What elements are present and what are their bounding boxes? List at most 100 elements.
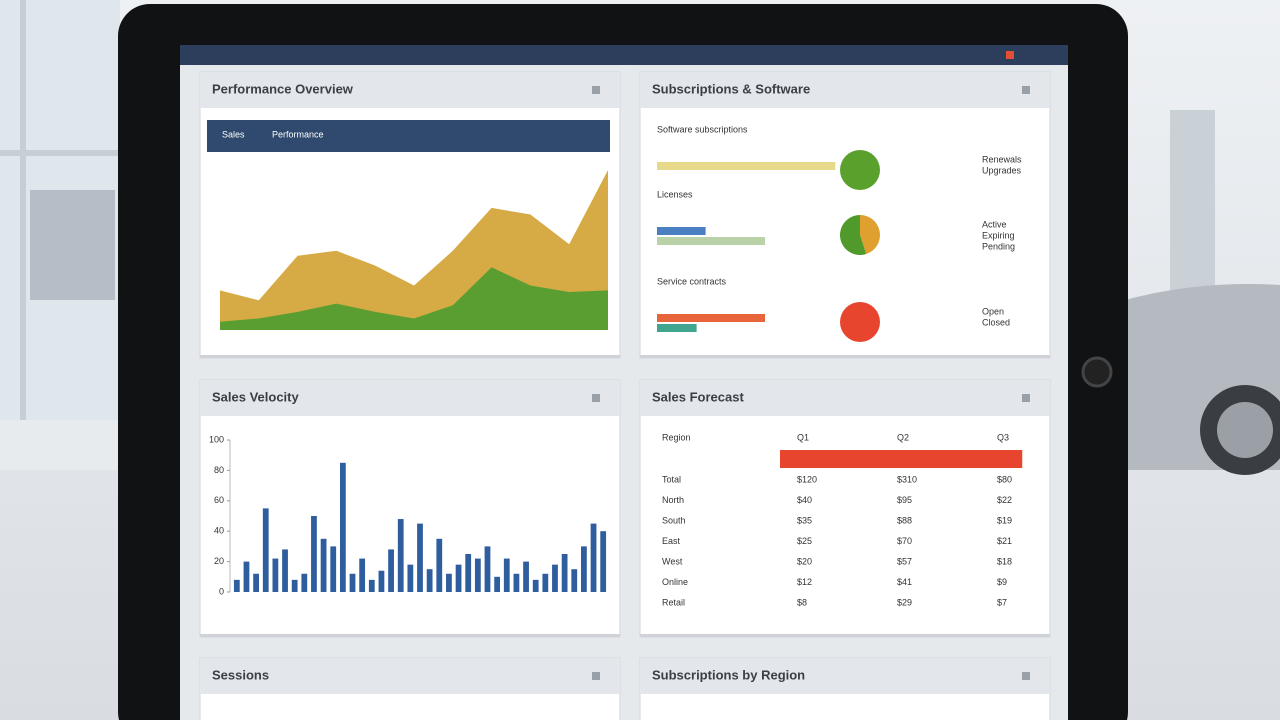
row-bar xyxy=(657,324,697,332)
bar xyxy=(311,516,317,592)
table-cell: $95 xyxy=(897,495,912,505)
row-bar xyxy=(657,162,836,170)
panel-header xyxy=(640,380,1050,416)
bar xyxy=(359,558,366,592)
bar xyxy=(494,576,501,592)
table-cell: $21 xyxy=(997,536,1012,546)
table-cell: $19 xyxy=(997,515,1012,525)
panel-shadow xyxy=(640,634,1050,637)
bar xyxy=(368,579,375,592)
bar xyxy=(571,569,578,592)
pie-slice xyxy=(840,150,880,190)
table-cell: North xyxy=(662,495,684,505)
row-label: Service contracts xyxy=(657,276,727,286)
bar xyxy=(532,579,539,592)
top-bar xyxy=(180,45,1068,65)
table-header: Q2 xyxy=(897,432,909,442)
panel-menu[interactable] xyxy=(592,672,600,680)
bar xyxy=(291,579,298,592)
bar xyxy=(330,546,337,592)
panel-header xyxy=(200,72,620,108)
y-tick-label: 80 xyxy=(214,465,224,475)
bar xyxy=(523,561,529,592)
row-label: Software subscriptions xyxy=(657,124,748,134)
bar xyxy=(513,573,520,592)
y-tick-label: 60 xyxy=(214,495,224,505)
row-note: Upgrades xyxy=(982,165,1022,175)
car xyxy=(1125,110,1280,475)
panel-title: Subscriptions & Software xyxy=(652,81,810,96)
table-cell: $40 xyxy=(797,495,812,505)
bar xyxy=(397,519,404,592)
table-cell: $20 xyxy=(797,556,812,566)
row-bar xyxy=(657,227,706,235)
table-cell: $120 xyxy=(797,474,817,484)
bar xyxy=(503,558,510,592)
table-cell: $88 xyxy=(897,515,912,525)
panel-menu[interactable] xyxy=(1022,86,1030,94)
panel-menu[interactable] xyxy=(1022,394,1030,402)
bar xyxy=(446,573,452,592)
bar xyxy=(561,554,568,592)
pie-slice xyxy=(840,302,880,342)
bar xyxy=(253,573,259,592)
table-cell: $80 xyxy=(997,474,1012,484)
bar xyxy=(272,558,279,592)
row-note: Expiring xyxy=(982,230,1015,240)
bar xyxy=(542,573,549,592)
area xyxy=(220,267,608,330)
table-cell: Online xyxy=(662,577,688,587)
panel-title: Sales Forecast xyxy=(652,389,744,404)
panel xyxy=(199,379,621,638)
bar xyxy=(590,523,597,592)
panel xyxy=(639,379,1051,638)
table-cell: $70 xyxy=(897,536,912,546)
table-cell: $310 xyxy=(897,474,917,484)
bar xyxy=(233,579,240,592)
panel-menu[interactable] xyxy=(1022,672,1030,680)
table-cell: West xyxy=(662,556,683,566)
table-cell: Retail xyxy=(662,597,685,607)
bar xyxy=(301,573,308,592)
panel-header xyxy=(640,658,1050,694)
bar xyxy=(407,564,414,592)
panel-header xyxy=(200,380,620,416)
table-cell: $9 xyxy=(997,577,1007,587)
panel-shadow xyxy=(200,355,620,358)
bar xyxy=(465,554,472,592)
bar xyxy=(552,564,558,592)
table-cell: $12 xyxy=(797,577,812,587)
panel-title: Sessions xyxy=(212,667,269,682)
row-note: Renewals xyxy=(982,154,1022,164)
table-header: Q1 xyxy=(797,432,809,442)
y-tick-label: 40 xyxy=(214,526,224,536)
table-cell: $7 xyxy=(997,597,1007,607)
y-tick-label: 100 xyxy=(209,434,224,444)
panel-menu[interactable] xyxy=(592,394,600,402)
table-cell: East xyxy=(662,536,681,546)
table-cell: $41 xyxy=(897,577,912,587)
table-header: Region xyxy=(662,432,691,442)
status-icon xyxy=(1006,51,1014,59)
bar xyxy=(581,546,587,592)
bar xyxy=(339,462,346,592)
panel-header xyxy=(200,658,620,694)
table-cell: $22 xyxy=(997,495,1012,505)
row-bar xyxy=(657,237,765,245)
bar xyxy=(417,523,423,592)
row-note: Open xyxy=(982,306,1004,316)
panel-shadow xyxy=(200,634,620,637)
bar xyxy=(436,538,443,592)
bar xyxy=(474,558,481,592)
table-cell: $25 xyxy=(797,536,812,546)
table-cell: $57 xyxy=(897,556,912,566)
panel-shadow xyxy=(640,355,1050,358)
row-bar xyxy=(657,314,765,322)
panel-menu[interactable] xyxy=(592,86,600,94)
home-button[interactable] xyxy=(1081,356,1113,388)
panel-header xyxy=(640,72,1050,108)
y-tick-label: 0 xyxy=(219,586,224,596)
window xyxy=(0,0,120,470)
bar xyxy=(388,549,394,592)
